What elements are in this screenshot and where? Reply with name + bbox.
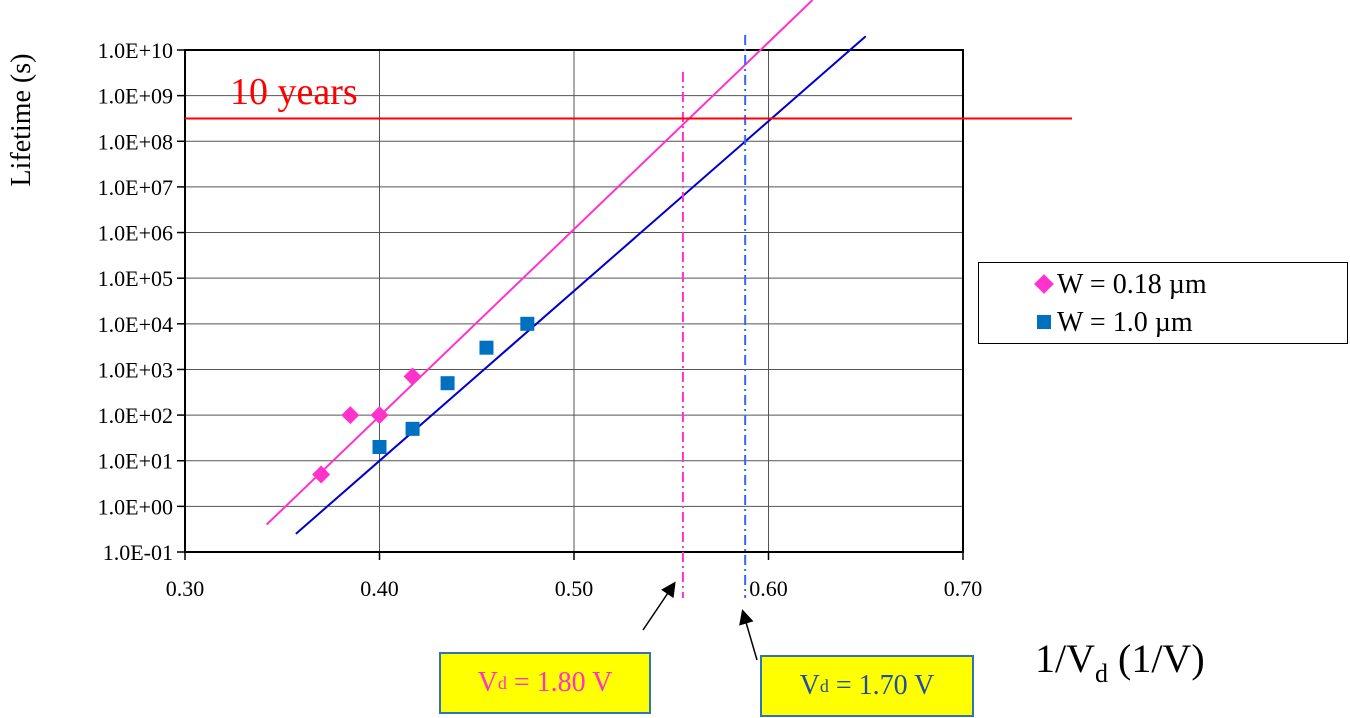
callout-vd-1-80-rest: = 1.80 V [506,667,613,698]
legend-item-w10: W = 1.0 µm [1037,307,1193,339]
point-w10 [479,340,494,355]
callout-vd-1-80-sub: d [497,672,507,693]
callout-vd-1-70-rest: = 1.70 V [828,670,935,701]
x-tick-label: 0.30 [166,576,205,601]
y-tick-label: 1.0E+07 [98,175,173,200]
point-w018 [341,406,360,425]
x-axis-title-sub: d [1095,659,1108,688]
point-w10 [520,316,535,331]
y-tick-label: 1.0E+04 [98,312,173,337]
legend-label-w10: W = 1.0 µm [1057,307,1193,338]
x-tick-label: 0.40 [360,576,399,601]
y-tick-label: 1.0E+09 [98,84,173,109]
y-tick-label: 1.0E+05 [98,266,173,291]
ten-year-label: 10 years [230,71,358,113]
x-axis-title-main: 1/V [1035,636,1095,681]
y-tick-label: 1.0E-01 [103,540,173,565]
callout-vd-1-80-main: V [477,667,498,698]
y-axis-title: Lifetime (s) [6,54,37,187]
y-axis-ticks: 1.0E-01 1.0E+00 1.0E+01 1.0E+02 1.0E+03 1.0E+… [98,38,185,565]
x-tick-label: 0.70 [944,576,983,601]
y-tick-label: 1.0E+00 [98,494,173,519]
y-tick-label: 1.0E+10 [98,38,173,63]
y-tick-label: 1.0E+03 [98,357,173,382]
arrow-1-80 [642,581,676,631]
x-tick-label: 0.50 [555,576,594,601]
legend-item-w018: W = 0.18 µm [1034,269,1207,301]
point-w018 [403,367,422,386]
point-w018 [312,465,331,484]
callout-vd-1-70-sub: d [819,675,829,696]
y-tick-label: 1.0E+08 [98,129,173,154]
x-axis-ticks: 0.30 0.40 0.50 0.60 0.70 [166,552,983,601]
point-w10 [405,421,420,436]
voltage-markers [681,35,747,598]
y-tick-label: 1.0E+06 [98,221,173,246]
grid-lines [185,50,963,552]
ten-year-reference: 10 years [185,71,1072,120]
callout-vd-1-70-main: V [799,670,820,701]
x-axis-title-rest: (1/V) [1108,636,1205,681]
data-points [312,316,535,484]
legend-label-w018: W = 0.18 µm [1057,269,1207,300]
point-w018 [370,406,389,425]
y-tick-label: 1.0E+02 [98,403,173,428]
x-axis-title: 1/Vd (1/V) [1035,636,1205,688]
fit-line-w018 [265,0,814,526]
y-tick-label: 1.0E+01 [98,449,173,474]
x-tick-label: 0.60 [749,576,788,601]
point-w10 [372,439,387,454]
arrow-1-70 [739,609,758,661]
square-marker-icon [1037,315,1051,329]
point-w10 [440,376,455,391]
fit-line-w10 [295,35,867,535]
legend: W = 0.18 µm W = 1.0 µm [978,262,1348,344]
diamond-marker-icon [1034,274,1054,294]
